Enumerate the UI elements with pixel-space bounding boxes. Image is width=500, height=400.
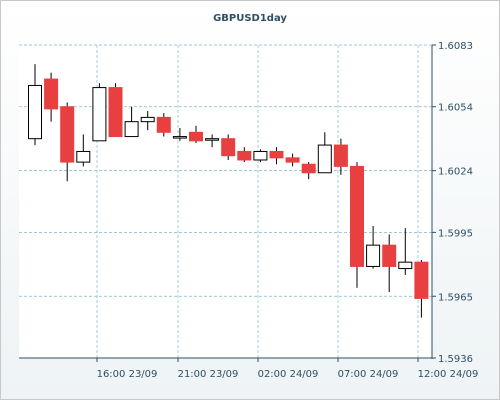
candle-body-down: [221, 138, 236, 157]
candle-body-down: [189, 131, 203, 142]
candle-body-up: [398, 261, 413, 270]
candle-body-down: [285, 157, 300, 163]
candle: [189, 125, 203, 143]
x-tick-label: 21:00 23/09: [178, 369, 239, 380]
candle-body-down: [44, 78, 59, 110]
candle-body-up: [253, 150, 268, 161]
y-tick-label: 1.6054: [438, 103, 473, 114]
candle-body-down: [301, 163, 316, 174]
x-tick-label: 07:00 24/09: [338, 369, 399, 380]
candle-body-up: [366, 244, 381, 267]
chart-title: GBPUSD1day: [213, 13, 287, 24]
candle-body-up: [205, 138, 220, 141]
candle: [366, 225, 381, 269]
x-tick-label: 12:00 24/09: [418, 369, 479, 380]
candle: [253, 149, 268, 163]
candle-body-down: [60, 106, 75, 163]
candle-body-down: [350, 165, 364, 267]
candle: [221, 134, 236, 160]
y-tick-label: 1.5995: [438, 228, 473, 239]
candle-body-down: [382, 244, 397, 267]
candle: [76, 134, 91, 167]
candle: [124, 106, 139, 138]
candle-body-up: [124, 121, 139, 138]
x-tick-label: 02:00 24/09: [258, 369, 319, 380]
y-tick-label: 1.6083: [438, 41, 473, 52]
candles: [28, 64, 429, 318]
candle: [237, 147, 252, 163]
plot-area: [19, 45, 432, 358]
candle-body-up: [28, 84, 42, 140]
candle: [301, 162, 316, 180]
candle-body-down: [414, 261, 429, 299]
candle-body-down: [237, 150, 252, 161]
axes: 1.6083 1.6054 1.6024 1.5995 1.5965 1.5936 16:0…: [19, 41, 478, 380]
y-tick-label: 1.6024: [438, 167, 473, 178]
candle: [205, 134, 220, 148]
y-tick-label: 1.5965: [438, 292, 473, 303]
y-tick-label: 1.5936: [438, 354, 473, 365]
candle-body-down: [269, 150, 284, 159]
candle: [28, 64, 42, 146]
candle: [92, 83, 107, 142]
candle: [350, 162, 364, 288]
candle-body-up: [92, 87, 107, 142]
candle-body-up: [76, 150, 91, 163]
candle-body-down: [156, 116, 171, 133]
candle: [414, 260, 429, 318]
candle: [285, 153, 300, 167]
candle-body-up: [172, 136, 187, 139]
candle: [333, 138, 348, 175]
candle: [172, 128, 187, 141]
candle-body-down: [333, 144, 348, 167]
candle: [108, 83, 123, 138]
candle-body-up: [140, 116, 155, 123]
candle: [44, 72, 59, 122]
x-tick-label: 16:00 23/09: [97, 369, 158, 380]
candle: [317, 132, 332, 174]
candle: [269, 147, 284, 165]
candle: [398, 228, 413, 275]
candle: [60, 102, 75, 182]
candle: [156, 113, 171, 137]
candle: [382, 234, 397, 292]
candle: [140, 111, 155, 131]
candle-body-up: [317, 144, 332, 174]
candle-body-down: [108, 87, 123, 138]
